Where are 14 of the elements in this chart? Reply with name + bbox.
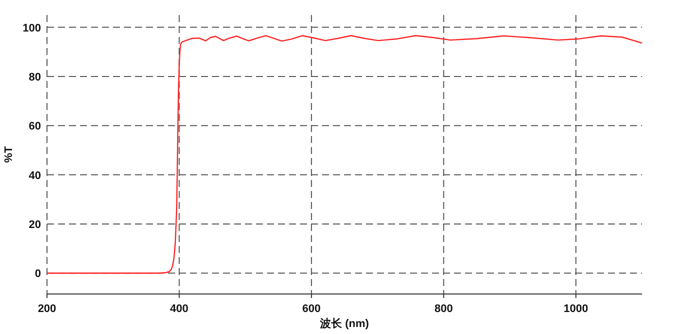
line-series — [46, 35, 643, 274]
x-tick-label: 1000 — [564, 303, 588, 315]
x-tick-label: 400 — [170, 303, 188, 315]
y-tick-label: 40 — [28, 170, 41, 182]
y-tick-label: 100 — [22, 22, 41, 34]
x-tick-label: 800 — [434, 303, 453, 315]
x-axis-title: 波长 (nm) — [319, 317, 370, 330]
y-tick-label: 0 — [34, 268, 41, 280]
x-tick-label: 200 — [38, 303, 56, 315]
x-tick-label: 600 — [302, 303, 321, 315]
y-axis-title: %T — [3, 146, 15, 163]
y-tick-label: 20 — [28, 218, 41, 231]
y-tick-label: 80 — [28, 71, 41, 84]
y-tick-label: 60 — [28, 120, 41, 133]
